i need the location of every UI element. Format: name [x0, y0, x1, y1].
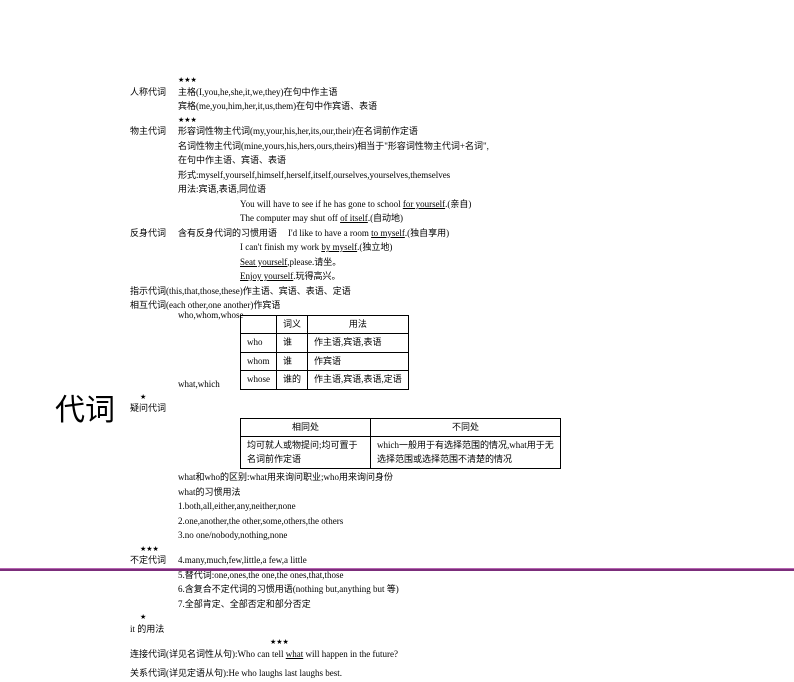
star-icon: ★ [140, 392, 770, 403]
indef-2: 2.one,another,the other,some,others,the … [178, 515, 770, 529]
indef-4: 4.many,much,few,little,a few,a little [178, 555, 307, 565]
reflexive-ex-5: Seat yourself,please.请坐。 [240, 256, 770, 270]
reflexive-label: 反身代词 [130, 227, 178, 241]
footer-divider [0, 568, 794, 571]
what-label: what,which [178, 378, 220, 392]
interrogative-section: 词义用法 who谁作主语,宾语,表语 whom谁作宾语 whose谁的作主语,宾… [130, 315, 770, 500]
reflexive-ex-1: You will have to see if he has gone to s… [240, 198, 770, 212]
reflexive-ex-3: I'd like to have a room to myself.(独自享用) [288, 228, 449, 238]
possessive-pronoun-section: ★★★ 物主代词形容词性物主代词(my,your,his,her,its,our… [130, 115, 770, 168]
reflexive-ex-4: I can't finish my work by myself.(独立地) [240, 241, 770, 255]
stars-icon: ★★★ [140, 544, 770, 555]
possessive-line-3: 在句中作主语、宾语、表语 [178, 154, 770, 168]
stars-icon: ★★★ [178, 75, 770, 86]
main-title: 代词 [55, 385, 115, 429]
possessive-label: 物主代词 [130, 125, 178, 139]
interrogative-note-2: what的习惯用法 [178, 486, 770, 500]
interrogative-label: 疑问代词 [130, 402, 178, 416]
indef-1: 1.both,all,either,any,neither,none [178, 500, 770, 514]
stars-icon: ★★★ [270, 637, 770, 648]
demonstrative-line: 指示代词(this,that,those,these)作主语、宾语、表语、定语 [130, 285, 770, 299]
stars-icon: ★★★ [178, 115, 770, 126]
indefinite-label: 不定代词 [130, 554, 178, 568]
relative-line: 关系代词(详见定语从句):He who laughs last laughs b… [130, 667, 770, 681]
what-table: 相同处不同处 均可就人或物提问;均可置于名词前作定语which一般用于有选择范围… [240, 418, 561, 470]
indefinite-section: 1.both,all,either,any,neither,none 2.one… [130, 500, 770, 611]
possessive-line-1: 形容词性物主代词(my,your,his,her,its,our,their)在… [178, 126, 418, 136]
possessive-line-2: 名词性物主代词(mine,yours,his,hers,ours,theirs)… [178, 140, 770, 154]
personal-pronoun-section: ★★★ 人称代词主格(I,you,he,she,it,we,they)在句中作主… [130, 75, 770, 114]
conjunctive-line: 连接代词(详见名词性从句):Who can tell what will hap… [130, 648, 770, 662]
content-area: ★★★ 人称代词主格(I,you,he,she,it,we,they)在句中作主… [130, 75, 770, 682]
star-icon: ★ [140, 612, 770, 623]
indef-6: 6.含复合不定代词的习惯用语(nothing but,anything but … [178, 583, 770, 597]
page: 代词 ★★★ 人称代词主格(I,you,he,she,it,we,they)在句… [0, 0, 794, 593]
personal-line-2: 宾格(me,you,him,her,it,us,them)在句中作宾语、表语 [178, 100, 770, 114]
indef-7: 7.全部肯定、全部否定和部分否定 [178, 598, 770, 612]
indef-3: 3.no one/nobody,nothing,none [178, 529, 770, 543]
reflexive-ex-6: Enjoy yourself.玩得高兴。 [240, 270, 770, 284]
interrogative-note-1: what和who的区别:what用来询问职业;who用来询问身份 [178, 471, 770, 485]
who-label: who,whom,whose [178, 309, 244, 323]
it-usage-label: it 的用法 [130, 623, 770, 637]
reflexive-forms: 形式:myself,yourself,himself,herself,itsel… [178, 169, 770, 183]
personal-line-1: 主格(I,you,he,she,it,we,they)在句中作主语 [178, 87, 337, 97]
reflexive-usage: 用法:宾语,表语,同位语 [178, 183, 770, 197]
who-table: 词义用法 who谁作主语,宾语,表语 whom谁作宾语 whose谁的作主语,宾… [240, 315, 409, 390]
reflexive-ex-2: The computer may shut off of itself.(自动地… [240, 212, 770, 226]
personal-label: 人称代词 [130, 86, 178, 100]
reflexive-pronoun-section: 形式:myself,yourself,himself,herself,itsel… [130, 169, 770, 284]
reflexive-idiom-label: 含有反身代词的习惯用语 [178, 227, 288, 241]
